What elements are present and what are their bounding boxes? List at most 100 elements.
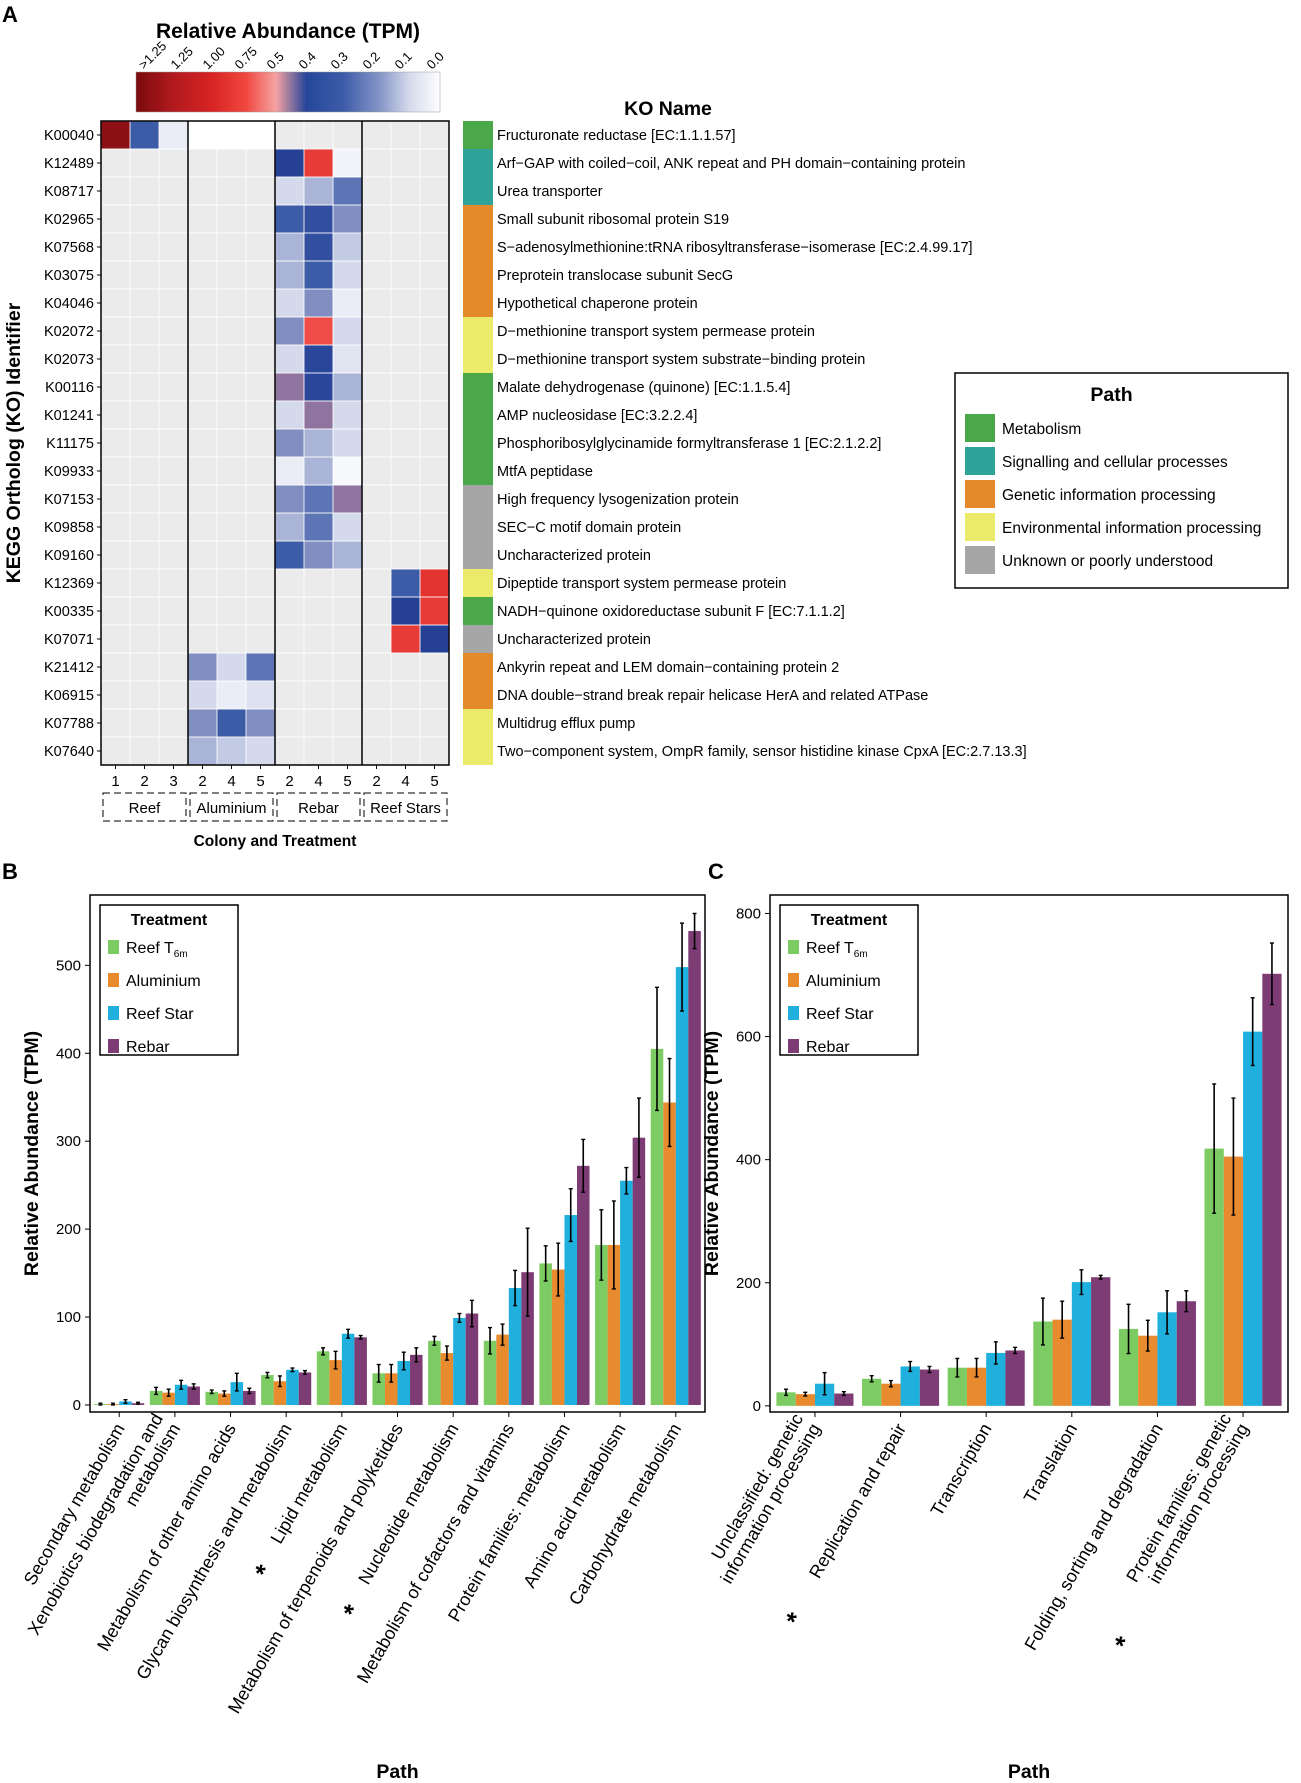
treatment-legend-label: Rebar (806, 1039, 850, 1056)
heatmap-cell (304, 317, 333, 345)
bar (410, 1354, 423, 1405)
path-legend-swatch (965, 414, 995, 442)
ko-name-label: SEC−C motif domain protein (497, 520, 681, 536)
ko-identifier-label: K12369 (44, 576, 94, 592)
heatmap-cell (188, 709, 217, 737)
bar (1223, 1156, 1244, 1406)
ko-identifier-label: K00040 (44, 128, 94, 144)
path-strip-cell (463, 177, 493, 205)
heatmap-cell (333, 233, 362, 261)
treatment-legend-label: Reef Star (126, 1006, 194, 1023)
colony-label: 5 (343, 773, 351, 790)
heatmap-cell (275, 233, 304, 261)
path-strip-cell (463, 653, 493, 681)
path-strip-cell (463, 233, 493, 261)
heatmap-cell (246, 653, 275, 681)
ko-name-label: Preprotein translocase subunit SecG (497, 268, 733, 284)
bar (372, 1373, 385, 1405)
bar (900, 1366, 920, 1406)
colorbar-tick-label: 1.25 (168, 44, 197, 73)
bar (261, 1375, 274, 1405)
x-tick-label: Unclassified: geneticinformation process… (699, 1410, 824, 1587)
treatment-group-label: Rebar (298, 800, 339, 817)
bar (1176, 1301, 1196, 1406)
path-strip-cell (463, 737, 493, 765)
heatmap-cell (333, 289, 362, 317)
heatmap-cell (304, 485, 333, 513)
bar (384, 1373, 398, 1405)
ko-name-label: Dipeptide transport system permease prot… (497, 576, 786, 592)
colony-label: 2 (140, 773, 148, 790)
colorbar (135, 71, 441, 113)
colony-label: 5 (430, 773, 438, 790)
colony-label: 1 (111, 773, 119, 790)
path-strip-cell (463, 205, 493, 233)
ko-name-label: Two−component system, OmpR family, senso… (497, 744, 1027, 760)
y-tick-label: 400 (736, 1152, 761, 1169)
bar (149, 1390, 163, 1405)
treatment-legend-label: Rebar (126, 1039, 170, 1056)
ko-name-label: Uncharacterized protein (497, 548, 651, 564)
path-strip-cell (463, 457, 493, 485)
heatmap-cell (217, 121, 246, 149)
bar (230, 1382, 244, 1405)
heatmap-cell (391, 569, 420, 597)
heatmap-cell (391, 597, 420, 625)
bar-chart-b: 0 100 200 300 400 500 Relative Abundance (TPM)… (20, 894, 706, 1783)
heatmap-xlabel: Colony and Treatment (194, 833, 357, 850)
colorbar-tick-label: 0.1 (392, 49, 415, 72)
heatmap-cell (304, 429, 333, 457)
bar (329, 1360, 342, 1405)
bar (663, 1102, 676, 1405)
x-tick-label-line: Replication and repair (805, 1420, 910, 1582)
y-tick-label: 200 (736, 1275, 761, 1292)
path-legend-label: Metabolism (1002, 421, 1081, 438)
heatmap-cell (420, 625, 449, 653)
bar (595, 1244, 608, 1405)
x-tick-label-line: Carbohydrate metabolism (565, 1420, 685, 1608)
heatmap-cell (304, 373, 333, 401)
path-legend-box (954, 372, 1289, 589)
path-legend-label: Signalling and cellular processes (1002, 454, 1228, 471)
path-strip-cell (463, 149, 493, 177)
treatment-legend-label: Reef T6m (806, 940, 868, 960)
bar (174, 1384, 188, 1405)
bar (508, 1288, 522, 1405)
path-legend-swatch (965, 447, 995, 475)
bar (428, 1340, 441, 1405)
bar (397, 1361, 411, 1405)
y-tick-label: 600 (736, 1029, 761, 1046)
bar (1157, 1312, 1177, 1406)
colorbar-tick-label: 1.00 (200, 44, 229, 73)
heatmap-cell (188, 737, 217, 765)
bar (1243, 1031, 1263, 1406)
colony-label: 2 (372, 773, 380, 790)
bar (986, 1352, 1006, 1406)
ko-identifier-label: K09933 (44, 464, 94, 480)
heatmap-cell (333, 261, 362, 289)
bar (795, 1394, 815, 1406)
heatmap-cell (275, 513, 304, 541)
heatmap-cell (333, 429, 362, 457)
treatment-legend-swatch (788, 1039, 799, 1053)
heatmap-cell (304, 177, 333, 205)
heatmap-cell (304, 289, 333, 317)
heatmap-cell (188, 121, 217, 149)
ko-name-label: Ankyrin repeat and LEM domain−containing… (497, 660, 839, 676)
bar (947, 1367, 967, 1406)
y-tick-label: 100 (56, 1309, 81, 1326)
heatmap-cell (217, 681, 246, 709)
heatmap-cell (246, 709, 275, 737)
ko-name-label: D−methionine transport system substrate−… (497, 352, 865, 368)
bar (650, 1048, 664, 1405)
ko-name-label: Urea transporter (497, 184, 603, 200)
ko-identifier-label: K11175 (46, 436, 94, 452)
x-axis-label: Path (1008, 1761, 1050, 1783)
bar (776, 1392, 796, 1406)
heatmap-cell (275, 401, 304, 429)
ko-identifier-label: K07788 (44, 716, 94, 732)
heatmap-chart: Relative Abundance (TPM)>1.251.25 1.00 0.7… (3, 20, 1289, 850)
colorbar-tick-label: 0.4 (296, 49, 319, 72)
heatmap-cell (304, 345, 333, 373)
